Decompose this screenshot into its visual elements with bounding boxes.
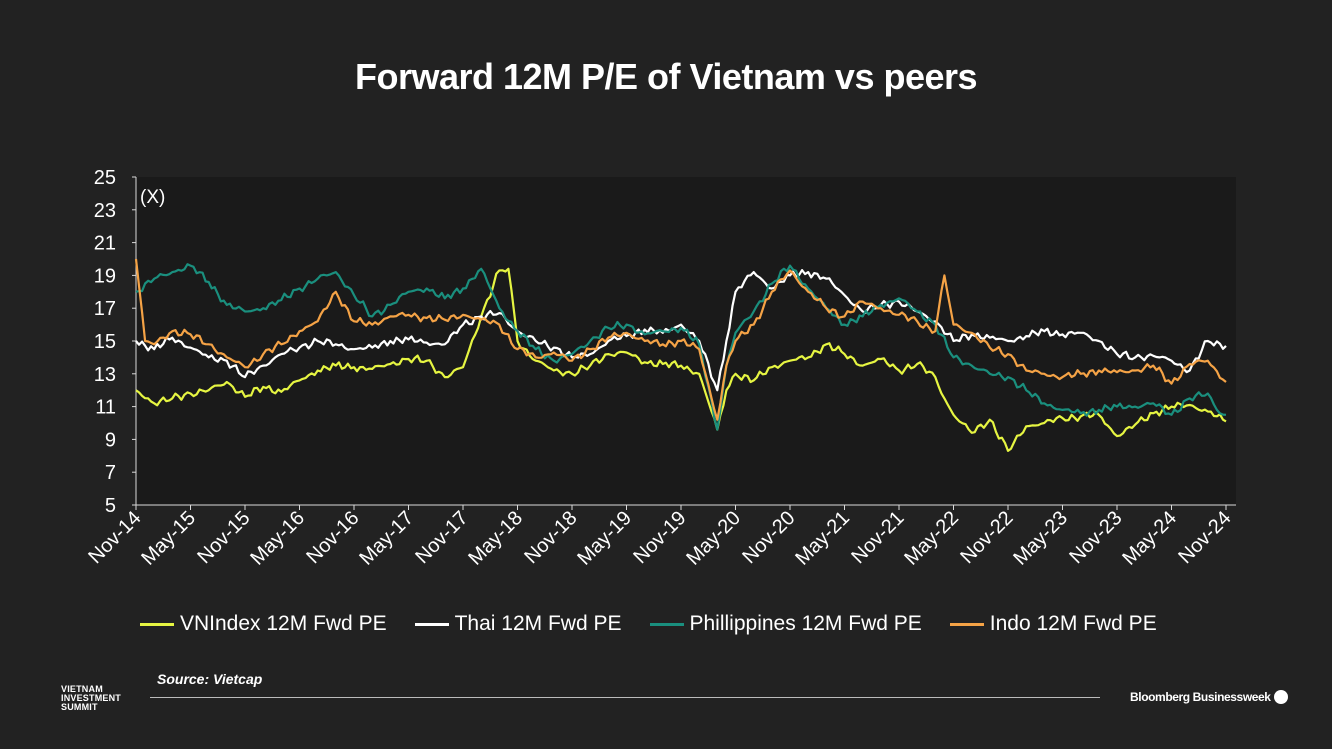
- x-tick-label: May-21: [791, 507, 854, 570]
- x-tick-label: May-17: [355, 507, 418, 570]
- x-tick-label: Nov-20: [738, 507, 799, 568]
- source-note: Source: Vietcap: [157, 671, 263, 687]
- series-line-4: [134, 258, 1227, 421]
- y-tick-label: 19: [94, 265, 116, 287]
- chart-title: Forward 12M P/E of Vietnam vs peers: [354, 56, 978, 97]
- footer-divider: [150, 697, 1100, 698]
- legend-item: Thai 12M Fwd PE: [414, 612, 622, 636]
- pe-line-chart: 5791113151719212325Nov-14May-15Nov-15May…: [84, 167, 1236, 570]
- bloomberg-businessweek-logo: Bloomberg Businessweek: [1130, 690, 1288, 704]
- x-tick-label: May-19: [573, 507, 636, 570]
- y-tick-label: 7: [105, 462, 116, 484]
- series-layer: [134, 258, 1227, 452]
- legend-label: Indo 12M Fwd PE: [989, 612, 1157, 635]
- y-tick-label: 13: [94, 364, 116, 386]
- x-tick-label: May-15: [137, 507, 200, 570]
- x-tick-label: Nov-16: [302, 507, 363, 568]
- y-tick-label: 21: [94, 233, 116, 255]
- y-tick-label: 11: [95, 397, 116, 419]
- legend-item: Phillippines 12M Fwd PE: [649, 612, 922, 636]
- x-tick-label: Nov-18: [520, 507, 581, 568]
- series-line-2: [135, 269, 1227, 392]
- x-tick-label: Nov-21: [847, 507, 908, 568]
- legend-label: Thai 12M Fwd PE: [454, 612, 622, 635]
- brand-dot-icon: [1273, 690, 1288, 704]
- x-tick-label: May-23: [1009, 507, 1072, 570]
- legend-swatch: [649, 622, 684, 626]
- x-tick-label: May-24: [1118, 507, 1181, 570]
- x-tick-label: May-22: [900, 507, 963, 570]
- legend-swatch: [949, 622, 984, 626]
- y-tick-label: 5: [105, 495, 116, 517]
- series-line-3: [135, 263, 1227, 431]
- x-tick-label: May-18: [464, 507, 527, 570]
- y-tick-label: 9: [105, 429, 116, 451]
- chart-legend: VNIndex 12M Fwd PE Thai 12M Fwd PE Phillip…: [140, 612, 1157, 636]
- y-tick-label: 25: [94, 167, 116, 189]
- x-tick-label: Nov-17: [411, 507, 472, 568]
- x-tick-label: Nov-19: [629, 507, 690, 568]
- legend-label: VNIndex 12M Fwd PE: [180, 612, 387, 635]
- legend-swatch: [414, 622, 449, 626]
- y-tick-label: 23: [94, 200, 116, 222]
- x-tick-label: May-20: [682, 507, 745, 570]
- legend-item: Indo 12M Fwd PE: [949, 612, 1157, 636]
- y-tick-label: 17: [94, 298, 116, 320]
- vietnam-investment-summit-logo: VIETNAM INVESTMENT SUMMIT: [61, 684, 122, 712]
- x-tick-label: Nov-15: [193, 507, 254, 568]
- legend-label: Phillippines 12M Fwd PE: [689, 612, 922, 635]
- y-tick-label: 15: [94, 331, 116, 353]
- y-axis-unit-label: (X): [140, 187, 165, 208]
- x-tick-label: May-16: [246, 507, 309, 570]
- x-tick-label: Nov-23: [1065, 507, 1126, 568]
- x-tick-label: Nov-24: [1174, 507, 1235, 568]
- x-tick-label: Nov-22: [956, 507, 1017, 568]
- series-line-1: [135, 267, 1227, 452]
- legend-swatch: [140, 622, 174, 626]
- legend-item: VNIndex 12M Fwd PE: [140, 612, 387, 636]
